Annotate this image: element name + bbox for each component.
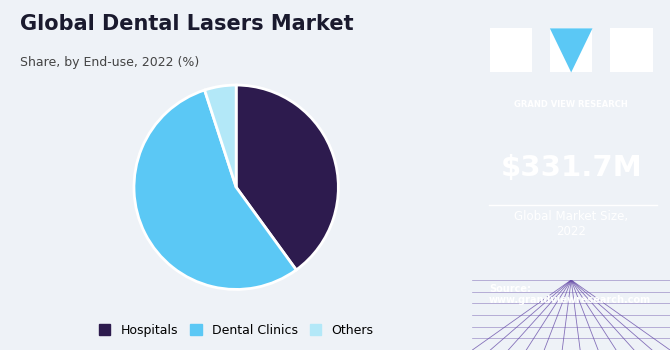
- Text: $331.7M: $331.7M: [500, 154, 642, 182]
- Wedge shape: [204, 85, 237, 187]
- Wedge shape: [236, 85, 338, 270]
- Bar: [550, 28, 592, 72]
- Text: Share, by End-use, 2022 (%): Share, by End-use, 2022 (%): [20, 56, 200, 69]
- Text: GRAND VIEW RESEARCH: GRAND VIEW RESEARCH: [515, 100, 628, 109]
- Text: Global Market Size,
2022: Global Market Size, 2022: [514, 210, 628, 238]
- Text: Global Dental Lasers Market: Global Dental Lasers Market: [20, 14, 354, 34]
- Polygon shape: [550, 28, 592, 72]
- Bar: [610, 28, 653, 72]
- Legend: Hospitals, Dental Clinics, Others: Hospitals, Dental Clinics, Others: [94, 319, 379, 342]
- Text: Source:
www.grandviewresearch.com: Source: www.grandviewresearch.com: [489, 284, 651, 305]
- Wedge shape: [134, 90, 296, 289]
- Bar: [490, 28, 532, 72]
